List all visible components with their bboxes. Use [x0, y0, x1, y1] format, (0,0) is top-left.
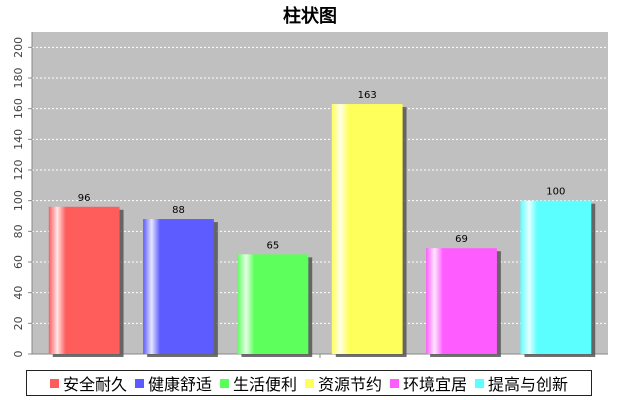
- y-tick-label: 20: [12, 316, 25, 330]
- bars: [48, 104, 592, 354]
- legend-label: 生活便利: [232, 375, 297, 394]
- plot-area: [32, 32, 608, 354]
- data-label: 69: [455, 234, 468, 245]
- data-label: 96: [78, 193, 91, 204]
- y-tick-label: 80: [12, 224, 25, 238]
- data-label: 88: [172, 205, 185, 216]
- legend-item: 资源节约: [305, 371, 382, 395]
- data-label: 163: [358, 90, 377, 101]
- legend-item: 健康舒适: [134, 371, 212, 395]
- data-label: 65: [266, 240, 279, 251]
- gridlines: [32, 46, 608, 324]
- y-tick-label: 180: [12, 68, 25, 89]
- legend-swatch: [49, 378, 59, 388]
- legend-swatch: [475, 378, 485, 388]
- bar: [520, 200, 592, 354]
- legend-swatch: [219, 378, 229, 388]
- bar: [48, 206, 120, 354]
- legend-label: 资源节约: [318, 375, 383, 394]
- bar: [331, 104, 403, 354]
- legend-swatch: [390, 378, 400, 388]
- legend-swatch: [305, 378, 314, 388]
- y-tick-label: 200: [12, 37, 25, 58]
- bar: [426, 248, 497, 354]
- legend-item: 安全耐久: [49, 371, 127, 395]
- y-tick-label: 160: [12, 98, 25, 119]
- bar: [143, 219, 214, 354]
- legend-item: 生活便利: [219, 371, 297, 395]
- y-tick-label: 0: [12, 351, 25, 358]
- legend-label: 安全耐久: [62, 375, 127, 394]
- bar: [237, 254, 309, 354]
- y-tick-label: 140: [12, 129, 25, 150]
- y-tick-label: 120: [12, 160, 25, 181]
- axes: 0 20 40 60 80 100 120 140 160 180 200: [12, 32, 608, 358]
- legend-label: 健康舒适: [147, 375, 212, 394]
- legend-swatch: [134, 378, 144, 388]
- y-tick-label: 60: [12, 255, 25, 269]
- legend-item: 提高与创新: [475, 371, 568, 395]
- data-label: 100: [546, 187, 565, 198]
- legend: 安全耐久 健康舒适 生活便利 资源节约 环境宜居 提高与创新: [26, 370, 592, 396]
- y-tick-label: 40: [12, 286, 25, 300]
- data-labels: 96 88 65 163 69 100: [78, 90, 566, 251]
- legend-label: 环境宜居: [403, 375, 468, 394]
- y-tick-label: 100: [12, 190, 25, 211]
- chart-title: 柱状图: [283, 6, 337, 27]
- legend-item: 环境宜居: [390, 371, 467, 395]
- legend-label: 提高与创新: [488, 375, 569, 394]
